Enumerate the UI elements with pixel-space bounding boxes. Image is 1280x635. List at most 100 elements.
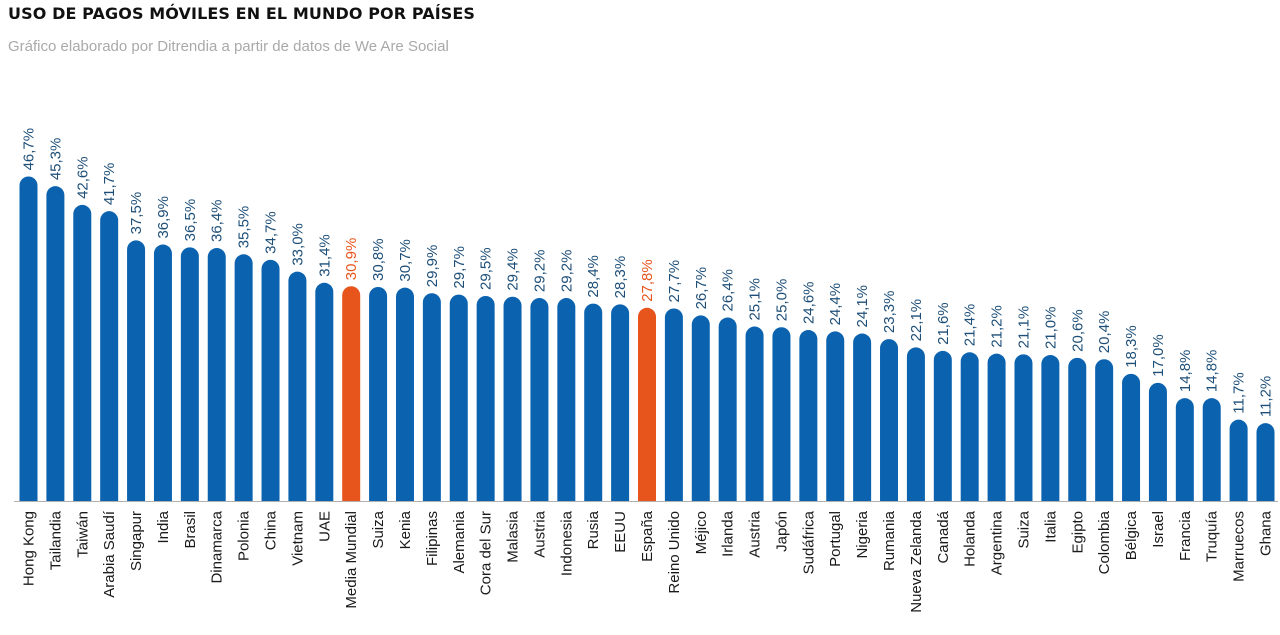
category-label-reino-unido-24: Reino Unido	[666, 511, 683, 594]
bar-irlanda-26	[718, 317, 737, 501]
value-labels-group: 46,7% 45,3% 42,6% 41,7% 37,5% 36,9% 36,5% 36,4%…	[21, 128, 1275, 417]
value-label-reino-unido-24: 27,7%	[666, 260, 683, 303]
value-label-tailandia-1: 45,3%	[47, 138, 64, 181]
bar-portugal-30	[826, 331, 845, 501]
bar-suiza-13	[369, 286, 388, 501]
bar-truquia-44	[1202, 398, 1221, 501]
bar-argentina-36	[987, 353, 1006, 501]
category-label-polonia-8: Polonia	[236, 510, 253, 561]
category-label-rumania-32: Rumania	[881, 510, 898, 571]
value-label-uae-11: 31,4%	[316, 234, 333, 277]
bar-belgica-41	[1122, 373, 1141, 501]
category-label-belgica-41: Bélgica	[1123, 510, 1140, 560]
value-label-rumania-32: 23,3%	[881, 291, 898, 334]
bar-holanda-35	[960, 352, 979, 501]
category-label-israel-42: Israel	[1150, 511, 1167, 548]
category-label-suiza-37: Suiza	[1015, 510, 1032, 548]
bar-cora-del-sur-17	[476, 295, 495, 501]
category-label-india-5: India	[155, 510, 172, 543]
value-label-ghana-46: 11,2%	[1258, 376, 1275, 417]
bar-brasil-6	[180, 247, 199, 501]
value-label-brasil-6: 36,5%	[182, 199, 199, 242]
value-label-arabia-saudi-3: 41,7%	[101, 163, 118, 206]
category-label-alemania-16: Alemania	[451, 510, 468, 573]
category-label-portugal-30: Portugal	[827, 511, 844, 567]
bar-eeuu-22	[611, 304, 630, 501]
value-label-polonia-8: 35,5%	[236, 206, 253, 249]
category-label-tailandia-1: Tailandia	[47, 510, 64, 570]
category-label-nigeria-31: Nigeria	[854, 510, 871, 558]
value-label-china-9: 34,7%	[263, 211, 280, 254]
value-label-egipto-39: 20,6%	[1069, 309, 1086, 352]
bars-group	[19, 176, 1275, 502]
value-label-singapur-4: 37,5%	[128, 192, 145, 235]
bar-egipto-39	[1068, 357, 1087, 501]
category-label-sudafrica-29: Sudáfrica	[800, 510, 817, 574]
bar-vietnam-10	[288, 271, 307, 501]
category-label-malasia-18: Malasia	[505, 510, 522, 562]
category-label-china-9: China	[263, 510, 280, 550]
value-label-nigeria-31: 24,1%	[854, 285, 871, 328]
value-label-argentina-36: 21,2%	[989, 305, 1006, 348]
value-label-sudafrica-29: 24,6%	[800, 281, 817, 324]
value-label-japon-28: 25,0%	[773, 279, 790, 322]
value-label-italia-38: 21,0%	[1042, 307, 1059, 350]
bar-rusia-21	[584, 303, 603, 501]
category-label-italia-38: Italia	[1042, 510, 1059, 542]
bar-arabia-saudi-3	[100, 211, 119, 501]
value-label-austria-19: 29,2%	[531, 250, 548, 293]
category-label-uae-11: UAE	[316, 511, 333, 542]
value-label-taiwan-2: 42,6%	[74, 156, 91, 199]
bar-malasia-18	[503, 296, 522, 501]
category-label-japon-28: Japón	[773, 511, 790, 552]
bar-espana-23	[638, 307, 656, 501]
category-label-suiza-13: Suiza	[370, 510, 387, 548]
bar-japon-28	[772, 327, 791, 501]
bar-suiza-37	[1014, 354, 1033, 501]
category-label-irlanda-26: Irlanda	[720, 510, 737, 557]
bar-sudafrica-29	[799, 330, 818, 501]
chart-subtitle: Gráfico elaborado por Ditrendia a partir…	[8, 38, 449, 55]
bar-nueva-zelanda-33	[906, 347, 925, 501]
value-label-cora-del-sur-17: 29,5%	[478, 247, 495, 290]
bar-singapur-4	[127, 240, 146, 501]
category-label-rusia-21: Rusia	[585, 510, 602, 549]
bar-taiwan-2	[73, 204, 92, 501]
category-label-hong-kong-0: Hong Kong	[21, 511, 38, 586]
value-label-canada-34: 21,6%	[935, 302, 952, 345]
bar-tailandia-1	[46, 186, 65, 502]
value-label-holanda-35: 21,4%	[962, 304, 979, 347]
bar-ghana-46	[1256, 423, 1275, 501]
category-label-vietnam-10: Vietnam	[289, 511, 306, 566]
value-label-suiza-13: 30,8%	[370, 238, 387, 281]
bar-francia-43	[1175, 398, 1194, 501]
value-label-belgica-41: 18,3%	[1123, 325, 1140, 368]
category-label-argentina-36: Argentina	[989, 510, 1006, 575]
category-label-marruecos-45: Marruecos	[1231, 511, 1248, 582]
category-label-espana-23: España	[639, 510, 656, 562]
value-label-alemania-16: 29,7%	[451, 246, 468, 289]
value-label-portugal-30: 24,4%	[827, 283, 844, 326]
bar-austria-19	[530, 298, 549, 501]
bar-filipinas-15	[422, 293, 441, 501]
category-label-arabia-saudi-3: Arabia Saudí	[101, 510, 118, 598]
bar-indonesia-20	[557, 298, 576, 501]
category-label-colombia-40: Colombia	[1096, 510, 1113, 574]
bar-alemania-16	[449, 294, 468, 501]
value-label-eeuu-22: 28,3%	[612, 256, 629, 299]
value-label-dinamarca-7: 36,4%	[209, 199, 226, 242]
bar-canada-34	[933, 350, 952, 501]
bar-italia-38	[1041, 355, 1060, 501]
category-label-kenia-14: Kenia	[397, 510, 414, 549]
category-label-media-mundial-12: Media Mundial	[343, 511, 360, 609]
bar-israel-42	[1148, 382, 1167, 501]
value-label-hong-kong-0: 46,7%	[21, 128, 38, 171]
bar-rumania-32	[880, 339, 899, 501]
value-label-colombia-40: 20,4%	[1096, 311, 1113, 354]
bar-kenia-14	[395, 287, 414, 501]
value-label-filipinas-15: 29,9%	[424, 245, 441, 288]
category-label-cora-del-sur-17: Cora del Sur	[478, 511, 495, 595]
category-label-francia-43: Francia	[1177, 510, 1194, 561]
bar-reino-unido-24	[664, 308, 683, 501]
